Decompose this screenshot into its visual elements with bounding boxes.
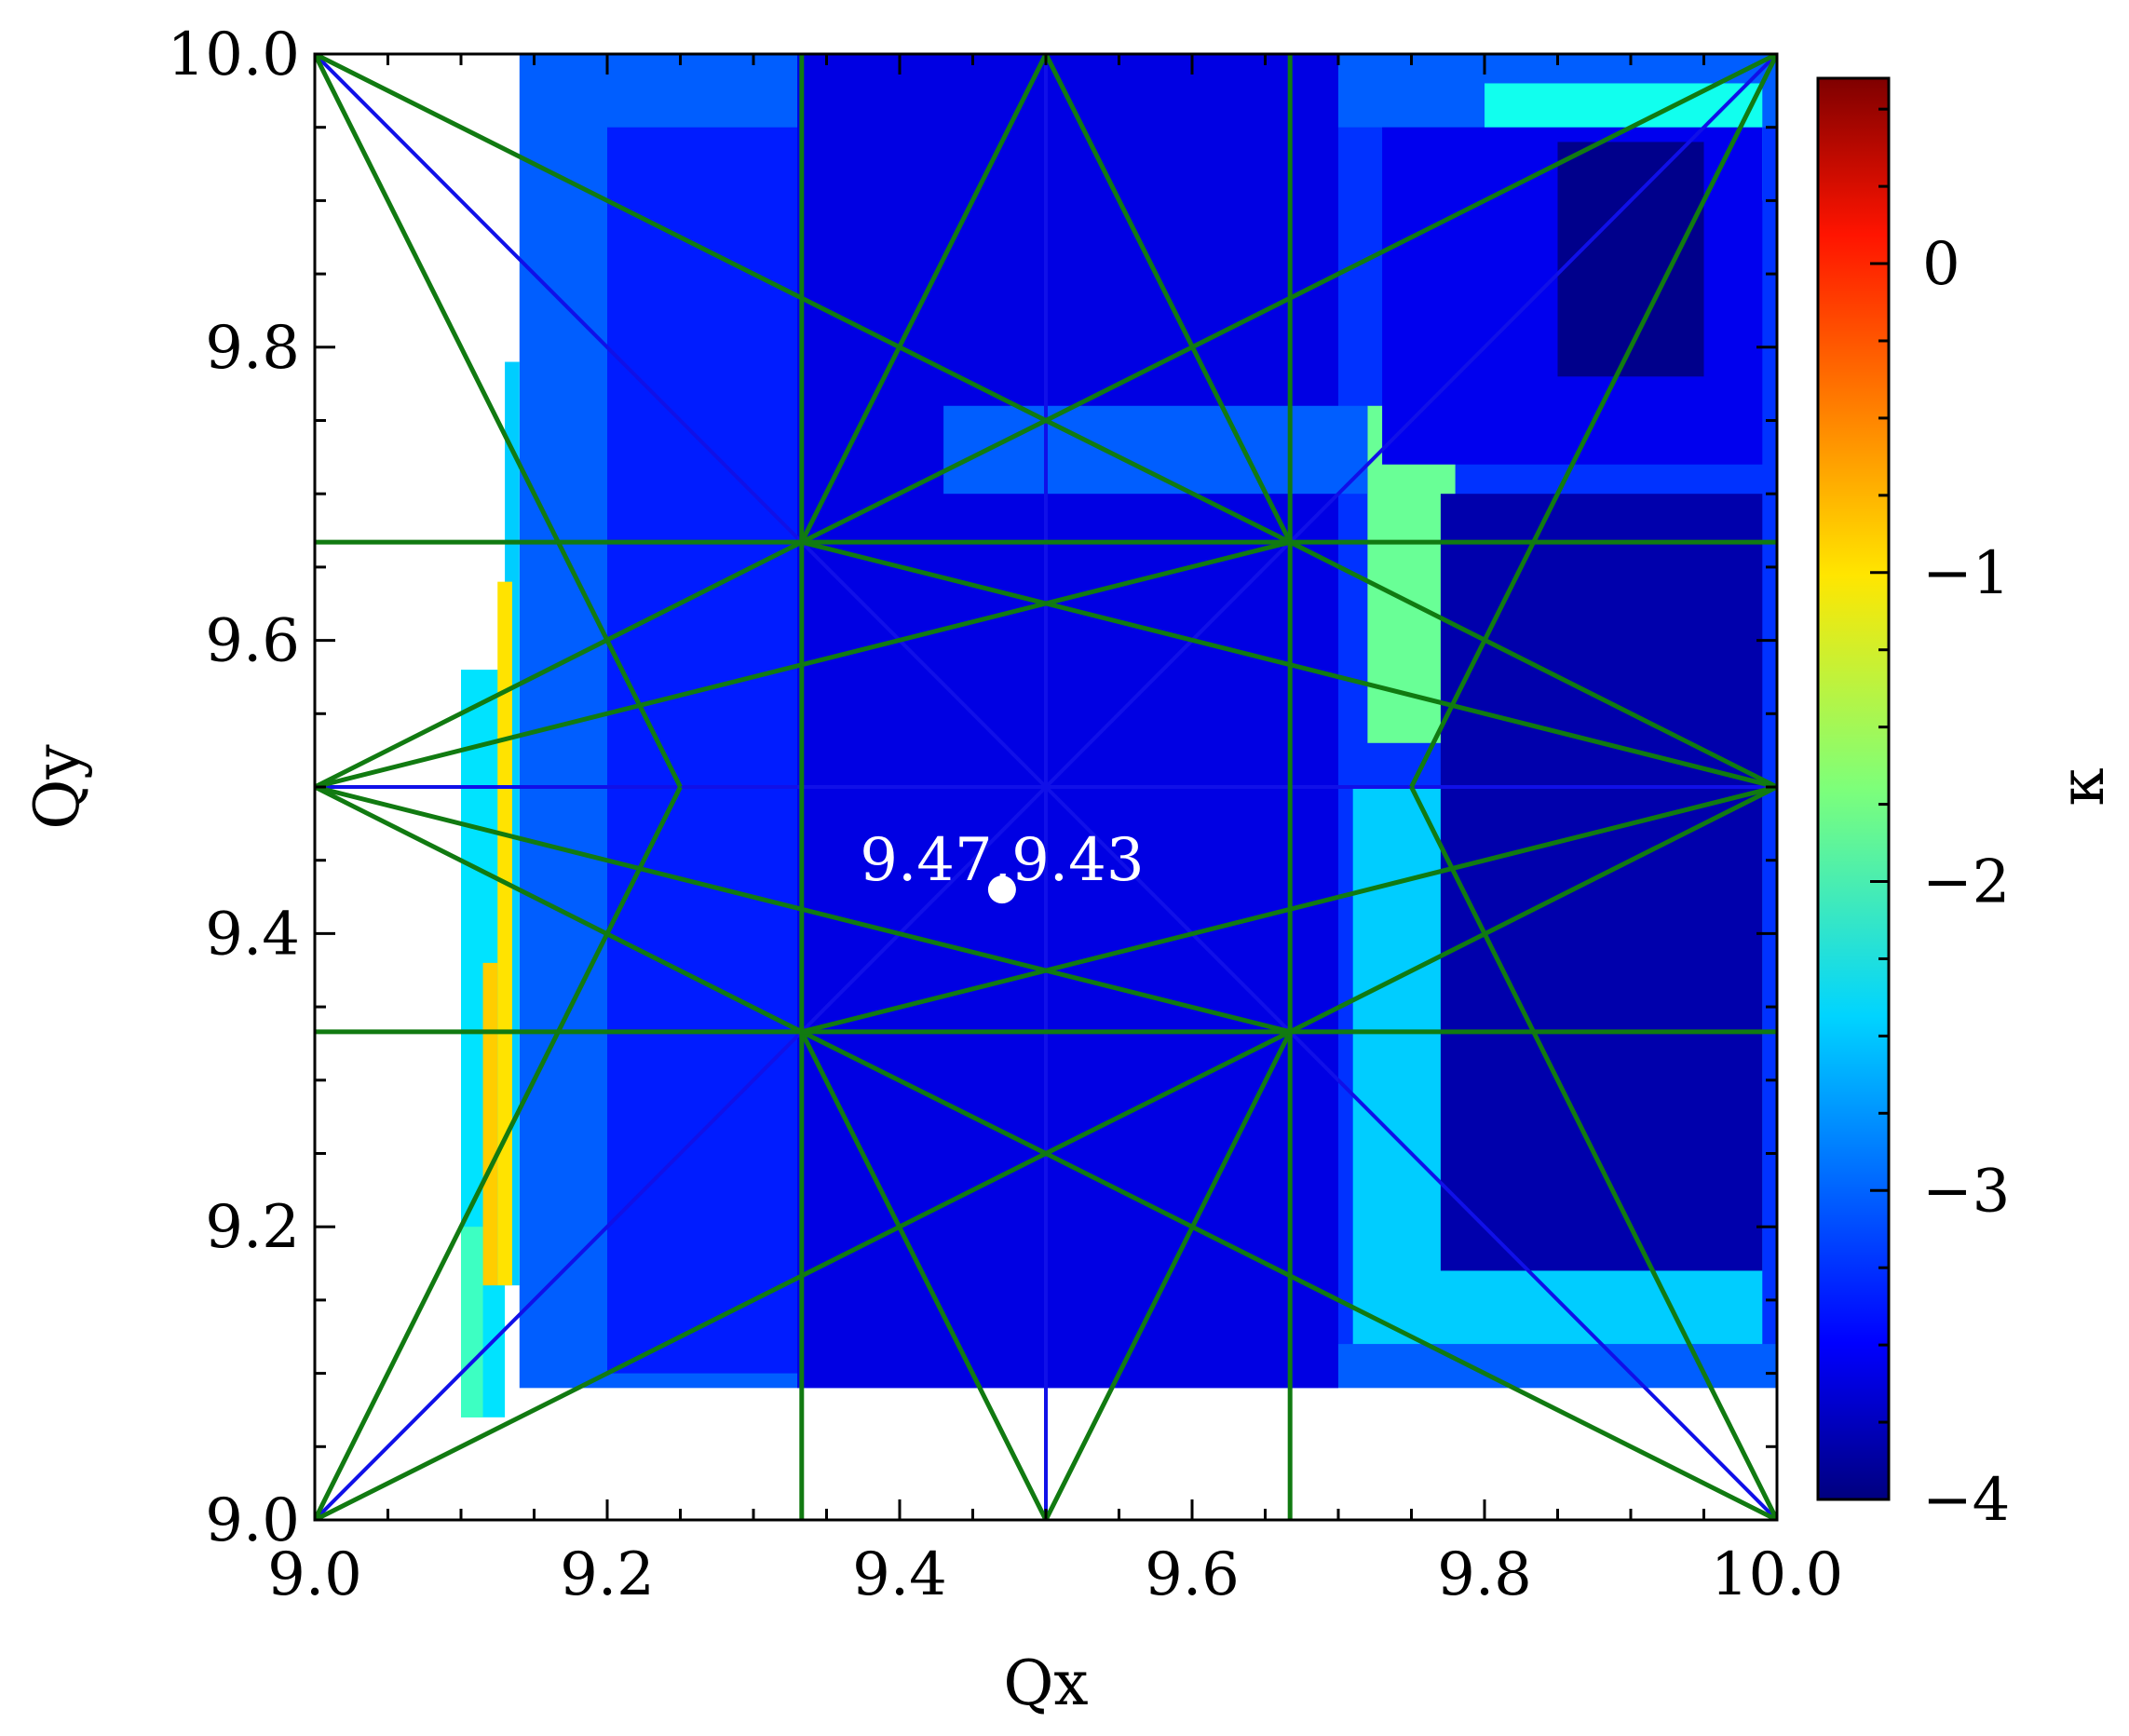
resonance-line-green: [1044, 1151, 1777, 1520]
x-tick-label: 9.2: [560, 1540, 655, 1609]
y-tick-label: 10.0: [168, 20, 301, 89]
x-tick-label: 9.8: [1437, 1540, 1532, 1609]
y-tick-label: 9.2: [205, 1193, 300, 1262]
resonance-line-green: [315, 784, 803, 1035]
colorbar: [1816, 76, 1891, 1501]
resonance-line-green: [1409, 54, 1777, 789]
resonance-line-green: [800, 418, 1048, 545]
x-tick-label: 9.0: [267, 1540, 362, 1609]
resonance-line-green: [1409, 785, 1777, 1520]
x-axis: 9.0 9.2 9.4 9.6 9.8 10.0: [267, 54, 1843, 1609]
resonance-line-green: [1044, 1029, 1292, 1156]
resonance-lines: [315, 54, 1777, 1520]
resonance-line-green: [315, 54, 683, 789]
x-tick-label: 9.4: [852, 1540, 947, 1609]
resonance-line-green: [1043, 1030, 1293, 1520]
resonance-line-green: [800, 1029, 1048, 1156]
y-tick-label: 9.6: [205, 607, 300, 676]
resonance-line-green: [315, 1151, 1048, 1520]
y-tick-label: 9.0: [205, 1486, 300, 1555]
heat-cell: [1557, 142, 1704, 377]
y-tick-label: 9.4: [205, 900, 300, 969]
colorbar-tick-label: −3: [1922, 1157, 2010, 1226]
colorbar-tick-label: −4: [1922, 1466, 2010, 1535]
heat-cell: [482, 962, 498, 1286]
heat-cell: [497, 581, 512, 1286]
heat-cell: [943, 405, 1368, 495]
x-axis-title: Qx: [1003, 1648, 1088, 1719]
resonance-line-green: [315, 54, 1048, 423]
working-point-marker: [987, 875, 1016, 904]
x-tick-label: 10.0: [1711, 1540, 1844, 1609]
resonance-line-green: [315, 539, 803, 790]
working-point-label: 9.47,9.43: [860, 826, 1144, 895]
resonance-line-green: [1044, 54, 1777, 423]
colorbar-ticks: 0 −1 −2 −3 −4: [1870, 107, 2010, 1535]
colorbar-title: κ: [2046, 767, 2118, 806]
x-tick-label: 9.6: [1145, 1540, 1240, 1609]
heat-cell: [461, 1227, 483, 1417]
resonance-line-green: [1289, 784, 1777, 1035]
colorbar-tick-label: −2: [1922, 848, 2010, 917]
colorbar-tick-label: −1: [1922, 539, 2010, 608]
working-point: 9.47,9.43: [860, 826, 1145, 904]
y-axis-title: Qy: [21, 744, 93, 830]
heat-cell: [1440, 494, 1763, 1271]
resonance-line-green: [1289, 539, 1777, 790]
resonance-line-green: [1044, 418, 1292, 545]
colorbar-tick-label: 0: [1922, 230, 1960, 299]
resonance-line-green: [799, 54, 1049, 544]
resonance-line-green: [315, 785, 683, 1520]
resonance-line-green: [799, 1030, 1049, 1520]
resonance-line-green: [1043, 54, 1293, 544]
y-axis: 9.0 9.2 9.4 9.6 9.8 10.0: [168, 20, 1777, 1555]
y-tick-label: 9.8: [205, 314, 300, 383]
